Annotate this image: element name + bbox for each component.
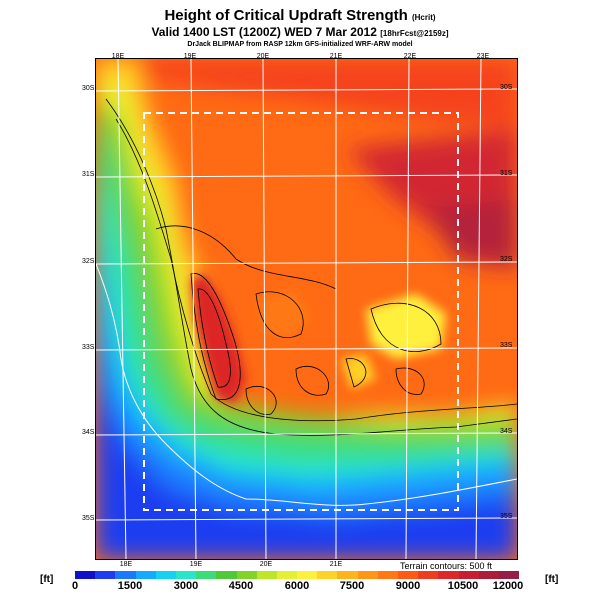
lon-label-bottom: 18E — [119, 561, 133, 568]
coastline — [96, 263, 517, 506]
colorbar-tick-label: 3000 — [173, 580, 199, 592]
colorbar-swatch — [135, 571, 156, 579]
valid-time-text: Valid 1400 LST (1200Z) WED 7 Mar 2012 — [151, 25, 377, 39]
colorbar-swatch — [196, 571, 217, 579]
terrain-contours — [105, 98, 517, 436]
forecast-label: [18hrFcst@2159z] — [380, 29, 449, 38]
lon-label-bottom: 21E — [329, 561, 343, 568]
colorbar-swatch — [357, 571, 378, 579]
colorbar — [75, 571, 520, 579]
map-title: Height of Critical Updraft Strength (Hcr… — [0, 7, 600, 24]
colorbar-swatch — [458, 571, 479, 579]
colorbar-swatch — [236, 571, 257, 579]
lon-label-bottom: 19E — [189, 561, 203, 568]
height-field — [96, 59, 517, 559]
colorbar-swatch — [478, 571, 499, 579]
colorbar-tick-label: 10500 — [447, 580, 479, 592]
map-title-units: (Hcrit) — [411, 13, 436, 22]
colorbar-tick-label: 7500 — [339, 580, 365, 592]
lat-label-right: 35S — [500, 513, 513, 520]
lat-label-left: 34S — [82, 429, 95, 436]
terrain-contour-note: Terrain contours: 500 ft — [400, 561, 493, 571]
lat-label-right: 34S — [500, 428, 513, 435]
lon-label-top: 19E — [183, 53, 197, 60]
lon-label-bottom: 20E — [259, 561, 273, 568]
lon-label-top: 20E — [256, 53, 270, 60]
lon-label-top: 18E — [111, 53, 125, 60]
colorbar-swatch — [115, 571, 136, 579]
lat-label-right: 33S — [500, 342, 513, 349]
lat-label-right: 30S — [500, 84, 513, 91]
model-credit: DrJack BLIPMAP from RASP 12km GFS-initia… — [187, 41, 413, 48]
colorbar-unit-left: [ft] — [40, 574, 54, 585]
colorbar-tick-label: 0 — [71, 580, 79, 592]
colorbar-tick-label: 4500 — [228, 580, 254, 592]
lat-label-right: 31S — [500, 170, 513, 177]
map-field — [96, 59, 517, 559]
lon-label-top: 21E — [329, 53, 343, 60]
lat-label-left: 31S — [82, 171, 95, 178]
colorbar-swatch — [438, 571, 459, 579]
lat-label-right: 32S — [500, 256, 513, 263]
colorbar-swatch — [498, 571, 520, 579]
lon-label-top: 22E — [403, 53, 417, 60]
colorbar-swatch — [276, 571, 298, 579]
graticule — [96, 59, 517, 559]
colorbar-tick-label: 6000 — [284, 580, 310, 592]
colorbar-tick-label: 12000 — [492, 580, 524, 592]
inner-domain-boundary — [143, 112, 459, 511]
lon-label-top: 23E — [476, 53, 490, 60]
lat-label-left: 33S — [82, 344, 95, 351]
colorbar-swatch — [75, 571, 96, 579]
colorbar-swatch — [256, 571, 277, 579]
valid-time: Valid 1400 LST (1200Z) WED 7 Mar 2012 [1… — [0, 25, 600, 39]
map-title-text: Height of Critical Updraft Strength — [164, 7, 408, 24]
colorbar-swatch — [317, 571, 338, 579]
colorbar-swatch — [418, 571, 439, 579]
colorbar-swatch — [398, 571, 419, 579]
lat-label-left: 35S — [82, 515, 95, 522]
colorbar-unit-right: [ft] — [545, 574, 559, 585]
colorbar-tick-label: 9000 — [395, 580, 421, 592]
map-plot — [95, 58, 518, 560]
colorbar-swatch — [216, 571, 237, 579]
colorbar-swatch — [155, 571, 176, 579]
colorbar-swatch — [337, 571, 358, 579]
colorbar-swatch — [297, 571, 318, 579]
colorbar-tick-label: 1500 — [117, 580, 143, 592]
colorbar-swatch — [175, 571, 197, 579]
colorbar-swatch — [95, 571, 116, 579]
lat-label-left: 30S — [82, 85, 95, 92]
colorbar-swatch — [377, 571, 398, 579]
lat-label-left: 32S — [82, 258, 95, 265]
